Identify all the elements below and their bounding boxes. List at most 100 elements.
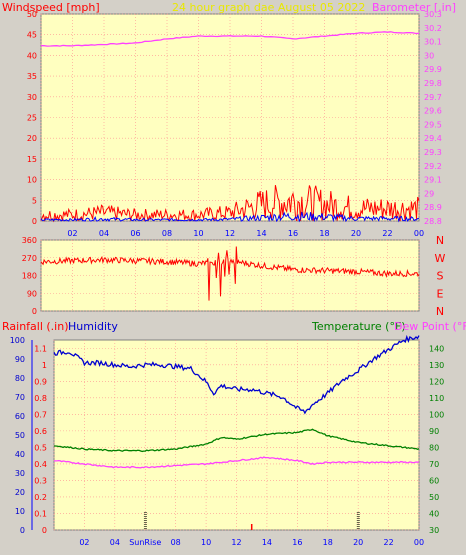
rain-tick-label: 0.3 (34, 476, 47, 485)
x-tick-label: 00 (414, 229, 424, 238)
temperature-tick-label: 90 (429, 427, 439, 436)
series-wind-direction (40, 246, 420, 301)
left-tick-label: 45 (27, 31, 37, 40)
temperature-tick-label: 110 (429, 394, 444, 403)
right-tick-label: 30.3 (424, 10, 442, 19)
series-humidity (53, 334, 420, 415)
humidity-axis-label: Humidity (68, 320, 118, 333)
left-tick-label: 5 (32, 196, 37, 205)
series-barometer (41, 31, 420, 47)
temperature-tick-label: 140 (429, 344, 444, 353)
humidity-tick-label: 90 (15, 355, 25, 364)
x-tick-label: 12 (225, 229, 235, 238)
left-tick-label: 90 (27, 289, 37, 298)
x-tick-label: 04 (99, 229, 109, 238)
right-tick-label: 29.9 (424, 65, 442, 74)
series-dew-point (54, 456, 420, 469)
temperature-tick-label: 120 (429, 377, 444, 386)
right-tick-label: 29.5 (424, 120, 442, 129)
left-tick-label: 360 (22, 236, 37, 245)
series-temperature (54, 428, 420, 453)
right-tick-label: 29.8 (424, 79, 442, 88)
wind-chart-x-ticks: 02 04 06 08 10 12 14 16 18 20 22 00 (67, 229, 424, 238)
direction-chart-grid (40, 239, 420, 312)
humidity-tick-label: 50 (15, 431, 25, 440)
x-tick-label: 18 (323, 538, 333, 547)
x-tick-label: 02 (79, 538, 89, 547)
left-tick-label: 25 (27, 114, 37, 123)
right-tick-label: 29.3 (424, 148, 442, 157)
x-tick-label: SunRise (129, 538, 161, 547)
right-tick-label: 29 (424, 189, 434, 198)
x-tick-label: 12 (231, 538, 241, 547)
dewpoint-axis-label: Dew Point (°F) (394, 320, 466, 333)
right-tick-label: 29.6 (424, 107, 442, 116)
compass-label: N (436, 305, 444, 318)
rain-tick-label: 0.2 (34, 493, 47, 502)
right-tick-label: 29.2 (424, 162, 442, 171)
temperature-tick-label: 130 (429, 361, 444, 370)
rain-tick-label: 0.5 (34, 443, 47, 452)
x-tick-label: 18 (319, 229, 329, 238)
series-wind-gust (40, 184, 420, 223)
right-tick-label: 30 (424, 51, 434, 60)
x-tick-label: 22 (382, 229, 392, 238)
x-tick-label: 20 (353, 538, 363, 547)
temperature-axis-label: Temperature (°F) (311, 320, 406, 333)
left-tick-label: 0 (32, 217, 37, 226)
humidity-chart-series (53, 334, 420, 530)
compass-label: E (437, 287, 444, 300)
temperature-tick-label: 50 (429, 493, 439, 502)
rain-ticks: 0 0.1 0.2 0.3 0.4 0.5 0.6 0.7 0.8 0.9 1 1.1 (34, 344, 47, 535)
rainfall-axis-label: Rainfall (.in) (2, 320, 69, 333)
x-tick-label: 06 (130, 229, 140, 238)
temperature-tick-label: 70 (429, 460, 439, 469)
rain-tick-label: 0.4 (34, 460, 47, 469)
right-tick-label: 28.9 (424, 203, 442, 212)
right-tick-label: 30.1 (424, 38, 442, 47)
x-tick-label: 16 (288, 229, 298, 238)
humidity-tick-label: 30 (15, 469, 25, 478)
left-tick-label: 10 (27, 176, 37, 185)
left-tick-label: 15 (27, 155, 37, 164)
wind-left-axis-label: Windspeed [mph] (2, 1, 100, 14)
humidity-tick-label: 10 (15, 507, 25, 516)
rain-tick-label: 0.1 (34, 509, 47, 518)
temperature-tick-label: 40 (429, 509, 439, 518)
humidity-chart-x-ticks: 02 04 SunRise 08 10 12 14 16 18 20 22 00 (79, 538, 424, 547)
barometer-axis-label: Barometer [.in] (372, 1, 456, 14)
temperature-ticks: 30 40 50 60 70 80 90 100 110 120 130 140 (429, 344, 444, 535)
left-tick-label: 0 (32, 307, 37, 316)
humidity-tick-label: 70 (15, 393, 25, 402)
direction-chart-left-ticks: 0 90 180 270 360 (22, 236, 37, 316)
x-tick-label: 10 (193, 229, 203, 238)
direction-chart-series (40, 246, 420, 301)
rain-tick-label: 0 (42, 526, 47, 535)
left-tick-label: 270 (22, 254, 37, 263)
right-tick-label: 28.8 (424, 217, 442, 226)
humidity-tick-label: 80 (15, 374, 25, 383)
humidity-tick-label: 0 (20, 526, 25, 535)
left-tick-label: 35 (27, 72, 37, 81)
temperature-tick-label: 60 (429, 476, 439, 485)
x-tick-label: 00 (414, 538, 424, 547)
humidity-chart-plot (53, 339, 420, 531)
temperature-tick-label: 30 (429, 526, 439, 535)
wind-chart-series (40, 31, 420, 223)
temperature-tick-label: 80 (429, 443, 439, 452)
left-tick-label: 180 (22, 272, 37, 281)
compass-label: S (437, 270, 444, 283)
left-tick-label: 40 (27, 51, 37, 60)
right-tick-label: 29.1 (424, 176, 442, 185)
x-tick-label: 08 (162, 229, 172, 238)
left-tick-label: 20 (27, 134, 37, 143)
x-tick-label: 04 (110, 538, 120, 547)
wind-chart-left-ticks: 0 5 10 15 20 25 30 35 40 45 50 (27, 10, 37, 226)
wind-chart-right-ticks: 28.8 28.9 29 29.1 29.2 29.3 29.4 29.5 29.6 29.7 29… (424, 10, 442, 226)
rain-tick-label: 0.6 (34, 427, 47, 436)
x-tick-label: 02 (67, 229, 77, 238)
rain-tick-label: 0.7 (34, 410, 47, 419)
humidity-tick-label: 40 (15, 450, 25, 459)
